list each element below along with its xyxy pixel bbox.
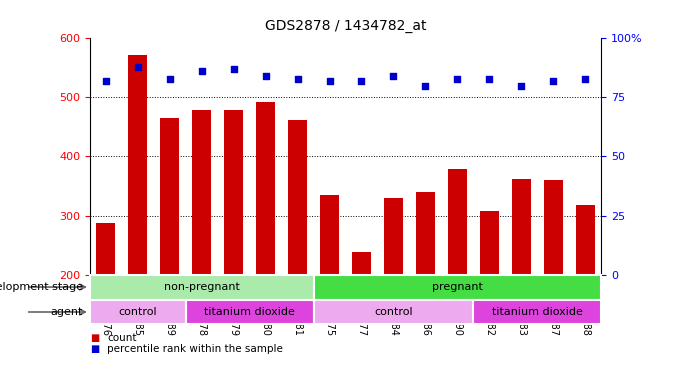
Bar <box>320 195 339 275</box>
Point <box>292 76 303 82</box>
Bar <box>314 275 601 300</box>
Bar <box>192 111 211 275</box>
Bar <box>384 198 403 275</box>
Point <box>228 66 239 72</box>
Bar <box>352 252 371 275</box>
Bar <box>448 169 467 275</box>
Point <box>548 78 559 84</box>
Point <box>100 78 111 84</box>
Bar <box>314 300 473 324</box>
Text: titanium dioxide: titanium dioxide <box>204 307 295 317</box>
Bar <box>576 205 595 275</box>
Text: development stage: development stage <box>0 282 83 292</box>
Point <box>452 76 463 82</box>
Point <box>515 83 527 89</box>
Text: agent: agent <box>50 307 83 317</box>
Bar <box>90 300 186 324</box>
Bar <box>416 192 435 275</box>
Bar <box>186 300 314 324</box>
Text: count: count <box>107 333 137 343</box>
Point <box>388 73 399 79</box>
Text: GDS2878 / 1434782_at: GDS2878 / 1434782_at <box>265 19 426 33</box>
Bar <box>224 111 243 275</box>
Text: control: control <box>374 307 413 317</box>
Bar <box>473 300 601 324</box>
Text: ■: ■ <box>90 333 99 343</box>
Bar <box>544 180 562 275</box>
Point <box>484 76 495 82</box>
Point <box>164 76 176 82</box>
Point <box>260 73 271 79</box>
Bar <box>90 275 314 300</box>
Text: pregnant: pregnant <box>432 282 483 292</box>
Bar <box>511 179 531 275</box>
Bar <box>96 223 115 275</box>
Point <box>196 68 207 74</box>
Bar <box>128 55 147 275</box>
Point <box>324 78 335 84</box>
Point <box>356 78 367 84</box>
Text: percentile rank within the sample: percentile rank within the sample <box>107 344 283 354</box>
Bar <box>288 120 307 275</box>
Text: control: control <box>118 307 157 317</box>
Point <box>580 76 591 82</box>
Point <box>132 64 143 70</box>
Bar <box>256 102 275 275</box>
Bar <box>480 211 499 275</box>
Text: ■: ■ <box>90 344 99 354</box>
Point <box>420 83 431 89</box>
Bar <box>160 118 179 275</box>
Text: non-pregnant: non-pregnant <box>164 282 240 292</box>
Text: titanium dioxide: titanium dioxide <box>492 307 583 317</box>
